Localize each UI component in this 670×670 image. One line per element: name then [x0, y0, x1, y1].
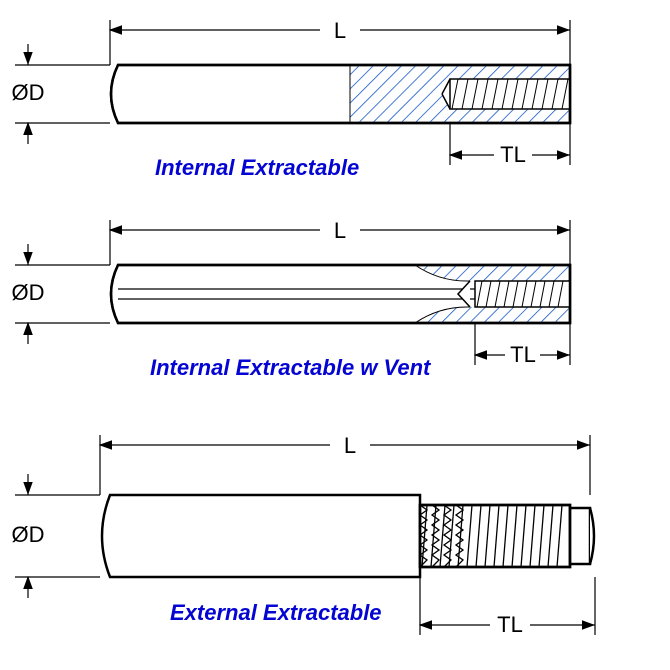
label-external: External Extractable [170, 600, 382, 625]
dim-TL-3: TL [497, 612, 523, 637]
label-internal-vent: Internal Extractable w Vent [150, 355, 432, 380]
dim-D-3: ØD [12, 522, 45, 547]
diagram-external-extractable: L ØD TL External Extractable [12, 433, 596, 637]
diagram-internal-vent: L ØD TL Internal Extractable w Vent [12, 218, 571, 380]
dim-D-2: ØD [12, 280, 45, 305]
dim-L-3: L [344, 433, 356, 458]
dim-D: ØD [12, 80, 45, 105]
diagram-canvas: L ØD TL Internal Extractable L ØD [0, 0, 670, 670]
dim-L-2: L [334, 218, 346, 243]
dim-TL: TL [500, 142, 526, 167]
dim-TL-2: TL [510, 342, 536, 367]
label-internal: Internal Extractable [155, 155, 359, 180]
dim-L: L [334, 18, 346, 43]
diagram-internal-extractable: L ØD TL Internal Extractable [12, 18, 571, 180]
